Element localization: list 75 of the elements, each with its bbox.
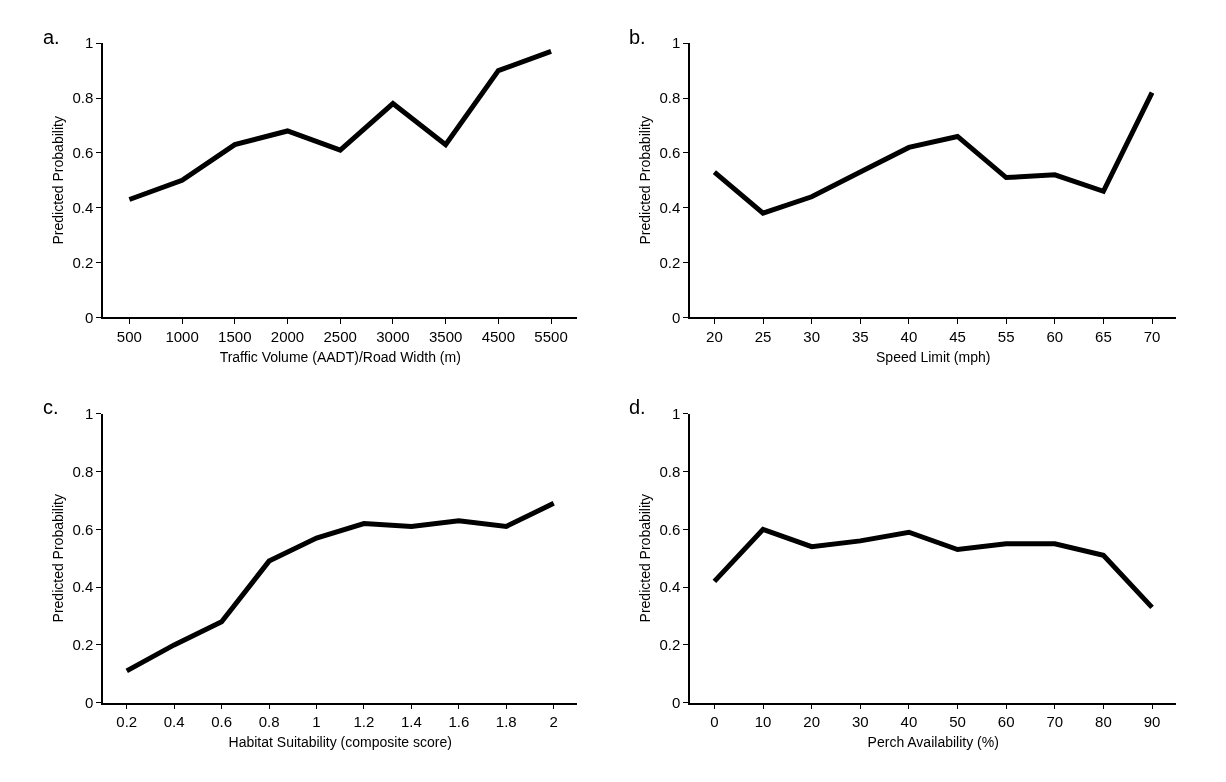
y-tick-label: 1 xyxy=(672,34,681,52)
y-tick-label: 0.6 xyxy=(659,144,681,162)
y-tick-label: 0.2 xyxy=(72,636,94,654)
x-tick-label: 25 xyxy=(754,328,772,346)
x-tick-label: 0.2 xyxy=(116,713,138,731)
x-tick-label: 90 xyxy=(1143,713,1161,731)
y-tick-label: 0.8 xyxy=(72,89,94,107)
y-tick-label: 0.8 xyxy=(659,89,681,107)
x-tick-label: 10 xyxy=(754,713,772,731)
y-tick-label: 0.6 xyxy=(72,520,94,538)
x-axis-title: Speed Limit (mph) xyxy=(876,348,991,365)
x-tick-label: 0 xyxy=(710,713,719,731)
y-tick-label: 0.4 xyxy=(72,578,94,596)
x-tick-label: 45 xyxy=(949,328,966,346)
x-tick-label: 55 xyxy=(997,328,1015,346)
y-axis-title: Predicted Probability xyxy=(49,494,66,623)
chart-title: d. xyxy=(629,396,646,418)
x-tick-label: 3000 xyxy=(376,328,410,346)
x-tick-label: 60 xyxy=(1046,328,1064,346)
x-tick-label: 1 xyxy=(312,713,321,731)
x-tick-label: 20 xyxy=(803,713,820,731)
x-tick-label: 1000 xyxy=(165,328,199,346)
x-tick-label: 1.8 xyxy=(495,713,517,731)
x-tick-label: 40 xyxy=(900,713,918,731)
chart-title: c. xyxy=(43,396,59,418)
x-tick-label: 40 xyxy=(900,328,918,346)
x-tick-label: 2 xyxy=(549,713,558,731)
y-tick-label: 0.6 xyxy=(72,144,94,162)
y-tick-label: 0.4 xyxy=(659,198,681,216)
x-tick-label: 500 xyxy=(116,328,142,346)
x-tick-label: 0.8 xyxy=(258,713,280,731)
y-tick-label: 0.8 xyxy=(659,462,681,480)
y-tick-label: 0.8 xyxy=(72,462,94,480)
x-axis-title: Traffic Volume (AADT)/Road Width (m) xyxy=(219,348,461,365)
x-axis-title: Habitat Suitability (composite score) xyxy=(228,734,452,751)
y-tick-label: 0.2 xyxy=(659,636,681,654)
x-tick-label: 65 xyxy=(1095,328,1112,346)
y-tick-label: 0.4 xyxy=(659,578,681,596)
x-tick-label: 1.2 xyxy=(353,713,375,731)
x-tick-label: 50 xyxy=(949,713,966,731)
x-tick-label: 1.6 xyxy=(448,713,470,731)
y-tick-label: 0 xyxy=(84,308,94,326)
x-tick-label: 35 xyxy=(851,328,869,346)
x-tick-label: 0.4 xyxy=(163,713,185,731)
x-tick-label: 4500 xyxy=(481,328,516,346)
chart-title: a. xyxy=(43,26,60,48)
x-axis-title: Perch Availability (%) xyxy=(867,734,999,751)
x-tick-label: 20 xyxy=(706,328,723,346)
x-tick-label: 80 xyxy=(1095,713,1112,731)
y-axis-title: Predicted Probability xyxy=(636,494,653,623)
y-tick-label: 0.2 xyxy=(72,253,94,271)
chart-title: b. xyxy=(629,26,646,48)
y-tick-label: 0 xyxy=(672,693,681,711)
y-tick-label: 0.4 xyxy=(72,198,94,216)
y-tick-label: 1 xyxy=(84,34,94,52)
x-tick-label: 1500 xyxy=(218,328,252,346)
y-tick-label: 0 xyxy=(84,693,94,711)
x-tick-label: 0.6 xyxy=(211,713,233,731)
x-tick-label: 3500 xyxy=(428,328,463,346)
y-axis-title: Predicted Probability xyxy=(49,116,66,245)
y-tick-label: 1 xyxy=(84,404,94,422)
x-tick-label: 30 xyxy=(803,328,820,346)
x-tick-label: 30 xyxy=(851,713,869,731)
y-tick-label: 1 xyxy=(672,404,681,422)
x-tick-label: 60 xyxy=(997,713,1015,731)
y-tick-label: 0 xyxy=(672,308,681,326)
x-tick-label: 70 xyxy=(1143,328,1161,346)
x-tick-label: 5500 xyxy=(534,328,568,346)
x-tick-label: 70 xyxy=(1046,713,1064,731)
y-tick-label: 0.6 xyxy=(659,520,681,538)
y-axis-title: Predicted Probability xyxy=(636,116,653,245)
x-tick-label: 2000 xyxy=(270,328,305,346)
x-tick-label: 2500 xyxy=(323,328,357,346)
y-tick-label: 0.2 xyxy=(659,253,681,271)
x-tick-label: 1.4 xyxy=(400,713,422,731)
